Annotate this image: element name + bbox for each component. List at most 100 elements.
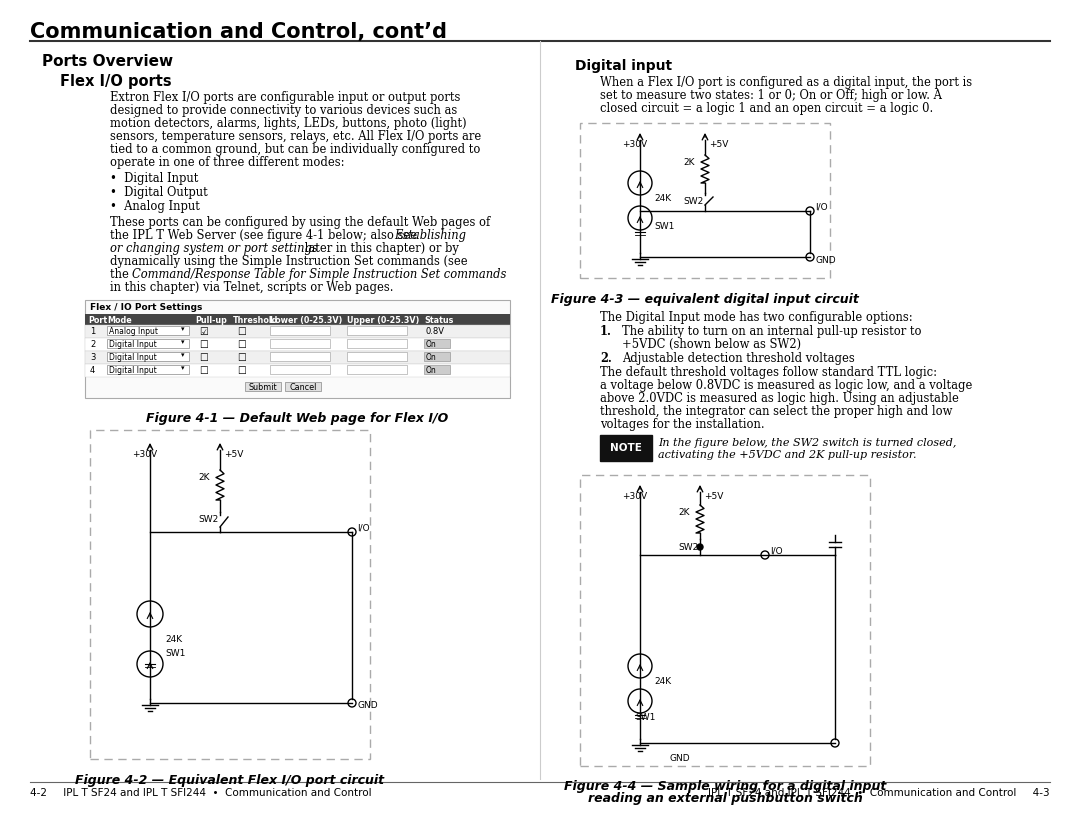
Circle shape [697,544,703,550]
Text: The default threshold voltages follow standard TTL logic:: The default threshold voltages follow st… [600,366,937,379]
Text: Submit: Submit [248,383,278,392]
Text: operate in one of three different modes:: operate in one of three different modes: [110,156,345,169]
Text: On: On [426,365,436,374]
Text: 2K: 2K [683,158,694,167]
Bar [580,475,870,766]
Text: +30V: +30V [622,140,647,149]
Text: 4: 4 [90,365,95,374]
Bar [245,382,281,391]
Text: Pull-up: Pull-up [195,315,227,324]
Bar [85,325,510,338]
Text: ☐: ☐ [199,339,207,349]
Text: 2K: 2K [678,508,689,517]
Bar [270,352,330,361]
Text: motion detectors, alarms, lights, LEDs, buttons, photo (light): motion detectors, alarms, lights, LEDs, … [110,117,467,130]
Text: 2.: 2. [600,352,611,365]
Bar [424,365,450,374]
Text: ☐: ☐ [237,339,246,349]
Text: Analog Input: Analog Input [109,326,158,335]
Text: The Digital Input mode has two configurable options:: The Digital Input mode has two configura… [600,311,913,324]
Text: Mode: Mode [107,315,132,324]
Text: Cancel: Cancel [289,383,316,392]
Bar [85,300,510,398]
Text: sensors, temperature sensors, relays, etc. All Flex I/O ports are: sensors, temperature sensors, relays, et… [110,130,482,143]
Text: I/O: I/O [770,546,783,555]
Text: Lower (0-25.3V): Lower (0-25.3V) [270,315,342,324]
Text: On: On [426,353,436,361]
Bar [85,351,510,364]
Text: Command/Response Table for Simple Instruction Set commands: Command/Response Table for Simple Instru… [132,268,507,281]
Text: ☐: ☐ [237,326,246,336]
Text: Figure 4-1 — Default Web page for Flex I/O: Figure 4-1 — Default Web page for Flex I… [147,412,448,425]
Text: voltages for the installation.: voltages for the installation. [600,418,765,431]
Text: ☐: ☐ [199,353,207,363]
Text: 2K: 2K [198,473,210,482]
Bar [347,326,407,335]
Text: 3: 3 [90,353,95,361]
Bar [107,326,189,335]
Text: Flex I/O ports: Flex I/O ports [60,74,172,89]
Text: in this chapter) via Telnet, scripts or Web pages.: in this chapter) via Telnet, scripts or … [110,281,393,294]
Text: Port: Port [87,315,107,324]
Bar [85,364,510,377]
Bar [424,339,450,348]
Bar [107,352,189,361]
Bar [107,365,189,374]
Text: 2: 2 [90,339,95,349]
Text: Digital Input: Digital Input [109,353,157,361]
Text: •  Digital Output: • Digital Output [110,186,207,199]
Text: 1.: 1. [600,325,612,338]
Text: The ability to turn on an internal pull-up resistor to: The ability to turn on an internal pull-… [622,325,921,338]
Bar [285,382,321,391]
Text: These ports can be configured by using the default Web pages of: These ports can be configured by using t… [110,216,490,229]
Text: GND: GND [357,701,378,710]
Text: 0.8V: 0.8V [426,326,445,335]
Text: the IPL T Web Server (see figure 4-1 below; also see: the IPL T Web Server (see figure 4-1 bel… [110,229,421,242]
Text: Figure 4-3 — equivalent digital input circuit: Figure 4-3 — equivalent digital input ci… [551,293,859,306]
Text: above 2.0VDC is measured as logic high. Using an adjustable: above 2.0VDC is measured as logic high. … [600,392,959,405]
Text: ▾: ▾ [181,326,185,333]
Bar [347,365,407,374]
Text: ▾: ▾ [181,339,185,345]
Text: reading an external pushbutton switch: reading an external pushbutton switch [588,792,862,805]
Text: 24K: 24K [165,635,183,644]
Text: tied to a common ground, but can be individually configured to: tied to a common ground, but can be indi… [110,143,481,156]
Text: NOTE: NOTE [610,443,642,453]
Text: a voltage below 0.8VDC is measured as logic low, and a voltage: a voltage below 0.8VDC is measured as lo… [600,379,972,392]
Text: GND: GND [815,255,836,264]
Text: Figure 4-2 — Equivalent Flex I/O port circuit: Figure 4-2 — Equivalent Flex I/O port ci… [76,774,384,787]
Text: 24K: 24K [654,677,671,686]
Text: SW1: SW1 [165,650,186,659]
Text: Extron Flex I/O ports are configurable input or output ports: Extron Flex I/O ports are configurable i… [110,91,460,104]
Text: +5V: +5V [224,450,243,459]
Text: Ports Overview: Ports Overview [42,54,173,69]
Text: designed to provide connectivity to various devices such as: designed to provide connectivity to vari… [110,104,457,117]
Text: In the figure below, the SW2 switch is turned closed,: In the figure below, the SW2 switch is t… [658,438,957,448]
Bar [580,123,831,278]
Text: Figure 4-4 — Sample wiring for a digital input: Figure 4-4 — Sample wiring for a digital… [564,780,887,793]
Text: GND: GND [670,754,690,763]
Text: ▾: ▾ [181,353,185,359]
Text: ☐: ☐ [237,365,246,375]
Text: On: On [426,339,436,349]
Text: When a Flex I/O port is configured as a digital input, the port is: When a Flex I/O port is configured as a … [600,76,972,89]
Text: set to measure two states: 1 or 0; On or Off; high or low. A: set to measure two states: 1 or 0; On or… [600,89,942,102]
Bar [85,314,510,325]
Text: closed circuit = a logic 1 and an open circuit = a logic 0.: closed circuit = a logic 1 and an open c… [600,102,933,115]
Text: SW2: SW2 [678,543,699,552]
Text: Digital Input: Digital Input [109,339,157,349]
Text: ☐: ☐ [237,353,246,363]
Text: Digital Input: Digital Input [109,365,157,374]
Text: +30V: +30V [132,450,157,459]
Text: 1: 1 [90,326,95,335]
Bar [347,339,407,348]
Text: Flex / IO Port Settings: Flex / IO Port Settings [90,303,202,312]
Text: the: the [110,268,133,281]
Text: I/O: I/O [357,524,369,532]
Text: threshold, the integrator can select the proper high and low: threshold, the integrator can select the… [600,405,953,418]
Text: Threshold: Threshold [233,315,279,324]
Text: ☐: ☐ [199,365,207,375]
Text: ▾: ▾ [181,365,185,371]
Text: ☑: ☑ [199,326,207,336]
Bar [424,352,450,361]
